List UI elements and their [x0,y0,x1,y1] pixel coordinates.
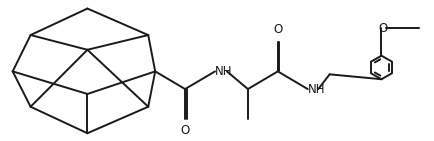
Text: O: O [273,23,283,36]
Text: O: O [181,124,190,137]
Text: NH: NH [215,65,233,78]
Text: NH: NH [308,83,325,96]
Text: O: O [378,22,388,35]
